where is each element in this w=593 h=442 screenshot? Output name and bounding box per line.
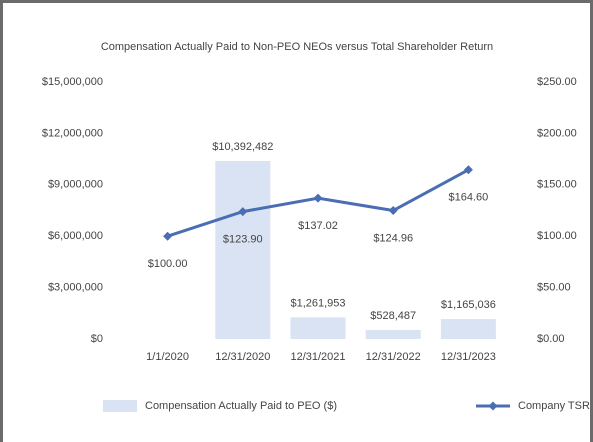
data-label: $1,165,036 [441, 299, 496, 311]
bar [290, 317, 346, 339]
y-tick-label: $0 [91, 333, 103, 345]
x-tick-label: 12/31/2022 [366, 351, 421, 363]
bar [365, 329, 421, 339]
y-tick-label: $15,000,000 [42, 76, 103, 88]
bar [215, 160, 271, 339]
x-tick-label: 1/1/2020 [146, 351, 189, 363]
legend-swatch [103, 400, 137, 412]
legend-label: Compensation Actually Paid to PEO ($) [145, 400, 337, 412]
y2-tick-label: $200.00 [537, 127, 577, 139]
y2-tick-label: $250.00 [537, 76, 577, 88]
line-marker [313, 193, 323, 203]
line-marker [238, 207, 248, 217]
y2-tick-label: $50.00 [537, 282, 571, 294]
line-marker [463, 165, 473, 175]
x-tick-label: 12/31/2023 [441, 351, 496, 363]
data-label: $10,392,482 [212, 141, 273, 153]
legend-label: Company TSR [518, 400, 590, 412]
chart-title: Compensation Actually Paid to Non-PEO NE… [101, 41, 493, 53]
x-tick-label: 12/31/2020 [215, 351, 270, 363]
y2-tick-label: $150.00 [537, 179, 577, 191]
data-label: $124.96 [373, 232, 413, 244]
data-label: $164.60 [449, 192, 489, 204]
y2-tick-label: $0.00 [537, 333, 565, 345]
x-tick-label: 12/31/2021 [290, 351, 345, 363]
bar [440, 319, 496, 339]
y-tick-label: $9,000,000 [48, 179, 103, 191]
line-marker [388, 206, 398, 216]
data-label: $100.00 [148, 258, 188, 270]
y2-tick-label: $100.00 [537, 230, 577, 242]
y-tick-label: $6,000,000 [48, 230, 103, 242]
data-label: $1,261,953 [290, 297, 345, 309]
y-tick-label: $3,000,000 [48, 282, 103, 294]
data-label: $137.02 [298, 220, 338, 232]
data-label: $123.90 [223, 234, 263, 246]
y-tick-label: $12,000,000 [42, 127, 103, 139]
legend-marker [488, 401, 498, 411]
line-marker [163, 231, 173, 241]
data-label: $528,487 [370, 310, 416, 322]
